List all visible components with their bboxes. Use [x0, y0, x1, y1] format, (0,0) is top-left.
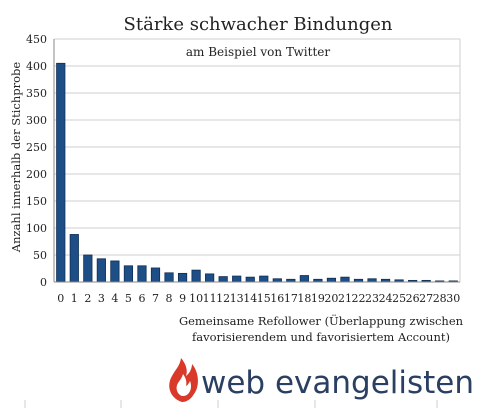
x-tick-label: 4 [111, 292, 118, 305]
bar [150, 267, 161, 283]
bar [123, 265, 134, 283]
x-tick-label: 25 [392, 292, 406, 305]
bar [137, 265, 147, 283]
y-tick-label: 350 [26, 87, 47, 100]
x-tick-label: 2 [84, 292, 91, 305]
chart-title: Stärke schwacher Bindungen [124, 14, 393, 35]
y-axis-label: Anzahl innerhalb der Stichprobe [9, 62, 23, 254]
bar [83, 254, 93, 283]
x-tick-label: 30 [446, 292, 460, 305]
bar [191, 269, 201, 283]
x-tick-label: 28 [433, 292, 447, 305]
x-axis-label-line1: Gemeinsame Refollower (Überlappung zwisc… [179, 314, 464, 328]
y-axis-ticks: 0 50 100 150 200 250 300 350 400 450 [26, 33, 47, 289]
x-axis-label-line2: favorisierendem und favorisiertem Accoun… [192, 330, 450, 344]
x-tick-label: 27 [419, 292, 433, 305]
y-tick-label: 50 [33, 249, 47, 262]
x-tick-label: 6 [138, 292, 145, 305]
bar [110, 260, 120, 283]
x-tick-label: 23 [365, 292, 379, 305]
x-tick-label: 18 [297, 292, 311, 305]
x-tick-label: 21 [338, 292, 352, 305]
bar [340, 276, 350, 283]
x-tick-label: 10 [189, 292, 203, 305]
x-tick-label: 8 [166, 292, 173, 305]
bar [205, 273, 215, 283]
x-tick-label: 22 [352, 292, 366, 305]
bar [218, 276, 228, 283]
bar [164, 272, 174, 283]
x-tick-label: 13 [230, 292, 244, 305]
x-tick-label: 14 [243, 292, 257, 305]
y-tick-label: 450 [26, 33, 47, 46]
grid-lines [53, 38, 461, 283]
x-tick-label: 20 [324, 292, 338, 305]
bar [299, 275, 309, 283]
x-tick-label: 15 [257, 292, 271, 305]
bars [54, 62, 460, 283]
x-tick-label: 11 [203, 292, 217, 305]
x-tick-label: 1 [71, 292, 78, 305]
x-tick-label: 5 [125, 292, 132, 305]
bar [326, 277, 337, 283]
bar [177, 272, 188, 283]
flame-icon [169, 358, 198, 402]
bar [245, 276, 255, 283]
y-tick-label: 300 [26, 114, 47, 127]
x-tick-label: 12 [216, 292, 230, 305]
logo-text: web evangelisten [201, 365, 474, 401]
x-tick-label: 26 [406, 292, 420, 305]
bar [56, 62, 66, 283]
web-evangelisten-logo: web evangelisten [169, 358, 474, 402]
x-tick-label: 24 [379, 292, 393, 305]
y-tick-label: 400 [26, 60, 47, 73]
y-tick-label: 150 [26, 195, 47, 208]
x-tick-label: 17 [284, 292, 298, 305]
x-tick-label: 0 [57, 292, 64, 305]
x-tick-label: 3 [98, 292, 105, 305]
footer-ticks [24, 400, 438, 408]
y-tick-label: 0 [40, 276, 47, 289]
bar [232, 275, 242, 283]
y-tick-label: 200 [26, 168, 47, 181]
x-tick-label: 16 [270, 292, 284, 305]
chart-subtitle: am Beispiel von Twitter [186, 45, 331, 59]
x-tick-label: 7 [152, 292, 159, 305]
x-tick-label: 19 [311, 292, 325, 305]
bar [259, 275, 269, 283]
bar [96, 258, 106, 283]
y-tick-label: 100 [26, 222, 47, 235]
x-axis-ticks: 0 1 2 3 4 5 6 7 8 9 10 11 12 13 14 15 16 17 18 19 20 21 22 23 24… [57, 292, 460, 305]
y-tick-label: 250 [26, 141, 47, 154]
x-tick-label: 9 [179, 292, 186, 305]
bar [69, 234, 79, 283]
